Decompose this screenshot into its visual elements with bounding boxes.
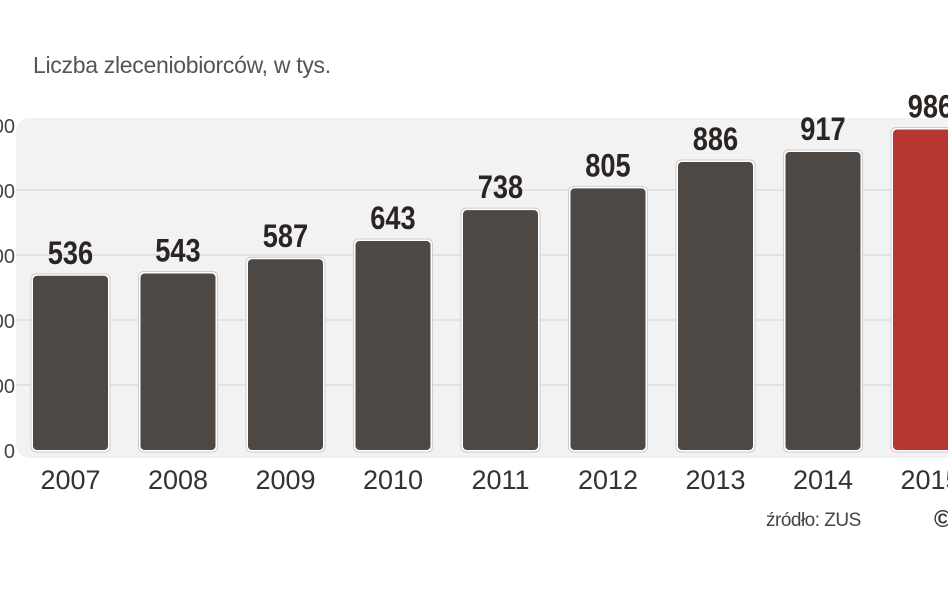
bar-2011 <box>463 210 538 450</box>
y-tick-label: 800 <box>0 181 15 203</box>
source-note: źródło: ZUS <box>766 510 861 531</box>
y-tick-label: 1000 <box>0 116 15 138</box>
x-tick-label: 2013 <box>685 465 745 495</box>
x-tick-label: 2012 <box>578 465 638 495</box>
x-tick-label: 2011 <box>471 465 529 495</box>
value-label: 536 <box>48 236 93 272</box>
bar-2010 <box>355 241 431 450</box>
value-label: 738 <box>478 170 523 206</box>
x-tick-label: 2015 <box>900 465 948 495</box>
bar-2015 <box>893 129 948 450</box>
y-tick-label: 600 <box>0 246 15 268</box>
x-tick-label: 2014 <box>793 465 853 495</box>
value-label: 543 <box>155 234 200 270</box>
y-tick-label: 200 <box>0 376 15 398</box>
value-label: 917 <box>800 112 845 148</box>
bar-2008 <box>140 273 216 450</box>
value-label: 587 <box>263 219 308 255</box>
y-tick-label: 0 <box>4 441 15 463</box>
value-label: 986 <box>908 90 948 126</box>
value-label: 643 <box>370 201 415 237</box>
x-tick-label: 2008 <box>148 465 208 495</box>
value-label: 886 <box>693 122 738 158</box>
chart-title: Liczba zleceniobiorców, w tys. <box>33 52 331 78</box>
bar-2012 <box>570 188 646 450</box>
x-tick-label: 2007 <box>40 465 100 495</box>
x-tick-label: 2009 <box>255 465 315 495</box>
publisher-logo-icon: © <box>934 506 948 533</box>
bar-2014 <box>785 151 861 450</box>
x-tick-label: 2010 <box>363 465 423 495</box>
y-tick-label: 400 <box>0 311 15 333</box>
bar-2007 <box>33 275 108 450</box>
value-label: 805 <box>585 148 630 184</box>
bar-2013 <box>678 162 753 451</box>
bar-2009 <box>248 259 323 450</box>
